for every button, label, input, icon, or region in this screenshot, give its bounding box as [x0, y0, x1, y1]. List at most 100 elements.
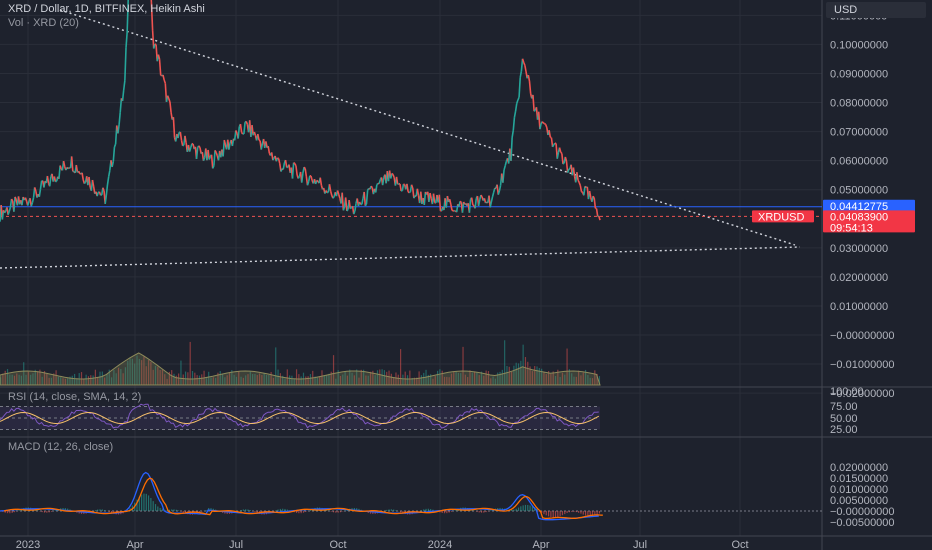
volume-bar [108, 369, 110, 385]
macd-histogram-bar [552, 511, 554, 518]
macd-histogram-bar [591, 511, 594, 517]
price-candle [48, 176, 52, 187]
volume-bar [332, 355, 335, 385]
volume-bar [272, 377, 275, 385]
macd-histogram-bar [171, 509, 173, 511]
macd-histogram-bar [441, 511, 443, 513]
price-candle [518, 77, 522, 98]
price-candle [295, 165, 298, 176]
price-candle [150, 2, 154, 31]
price-tick-label: 0.10000000 [830, 39, 888, 51]
price-candle [188, 147, 192, 152]
volume-bar [464, 374, 466, 385]
volume-bar [152, 369, 154, 385]
price-candle [477, 199, 481, 207]
price-candle [533, 109, 536, 112]
time-tick-label: Oct [731, 539, 748, 550]
macd-label[interactable]: MACD (12, 26, close) [8, 441, 114, 453]
macd-histogram-bar [455, 509, 457, 511]
macd-tick-label: −0.00000000 [830, 506, 895, 518]
volume-bar [258, 373, 261, 385]
price-candle [307, 175, 311, 182]
price-candle [510, 137, 513, 161]
macd-histogram-bar [578, 511, 580, 513]
volume-bar [145, 366, 147, 385]
volume-bar [210, 377, 212, 385]
macd-histogram-bar [568, 511, 570, 513]
price-tick-label: 0.02000000 [830, 272, 888, 284]
volume-bar [480, 371, 483, 385]
volume-bar [462, 346, 464, 385]
volume-bar [122, 373, 124, 385]
last-price-value: 0.04083900 [830, 211, 888, 223]
macd-histogram-bar [4, 511, 6, 513]
macd-signal-line [3, 477, 603, 520]
macd-tick-label: −0.00500000 [830, 517, 895, 529]
volume-bar [314, 376, 316, 385]
macd-histogram-bar [2, 511, 4, 512]
volume-bar [67, 378, 69, 385]
volume-bar [219, 371, 221, 385]
price-candle [112, 147, 116, 162]
volume-bar [36, 371, 39, 385]
macd-histogram-bar [476, 511, 478, 512]
price-candle [160, 74, 163, 77]
price-candle [118, 112, 122, 126]
price-candle [195, 147, 199, 160]
macd-histogram-bar [575, 511, 577, 513]
price-candle [213, 150, 216, 166]
price-candle [332, 196, 335, 199]
volume-bar [184, 371, 187, 385]
macd-histogram-bar [302, 511, 305, 513]
price-candle [527, 74, 531, 82]
price-tick-label: −0.02000000 [830, 388, 895, 400]
macd-histogram-bar [198, 511, 201, 513]
macd-histogram-bar [478, 511, 480, 513]
price-candle [240, 131, 244, 135]
price-candle [497, 190, 501, 195]
price-candle [448, 198, 452, 205]
macd-histogram-bar [571, 511, 573, 512]
volume-bar [221, 374, 224, 385]
price-candle [215, 152, 219, 157]
macd-histogram-bar [279, 508, 281, 511]
price-candle [24, 197, 28, 202]
rsi-label[interactable]: RSI (14, close, SMA, 14, 2) [8, 391, 142, 403]
macd-histogram-bar [18, 510, 20, 511]
price-candle [406, 183, 409, 192]
rsi-signal-line [0, 411, 600, 425]
volume-bar [393, 377, 395, 385]
volume-bar [293, 378, 295, 385]
volume-bar [337, 370, 339, 385]
volume-bar [395, 372, 397, 385]
price-candle [163, 79, 167, 84]
volume-bar [404, 371, 406, 385]
price-candle [88, 176, 91, 188]
volume-bar [2, 373, 4, 385]
volume-label[interactable]: Vol · XRD (20) [8, 17, 79, 29]
volume-bar [397, 374, 399, 385]
macd-histogram-bar [184, 511, 187, 514]
volume-bar [443, 376, 446, 385]
price-candle [291, 162, 295, 179]
macd-histogram-bar [450, 511, 453, 512]
volume-bar [316, 377, 318, 385]
volume-bar [198, 375, 201, 385]
price-candle [522, 62, 526, 66]
price-candle [588, 190, 592, 198]
symbol-title[interactable]: XRD / Dollar, 1D, BITFINEX, Heikin Ashi [8, 3, 205, 15]
volume-bar [57, 376, 60, 385]
volume-bar [87, 376, 90, 385]
volume-bar [587, 375, 589, 385]
volume-bar [9, 374, 11, 385]
time-tick-label: Apr [532, 539, 549, 550]
volume-bar [25, 374, 27, 385]
price-candle [237, 126, 241, 139]
volume-bar [247, 374, 249, 385]
currency-selector[interactable]: USD [826, 2, 926, 18]
price-candle [407, 191, 410, 194]
price-candle [154, 43, 157, 46]
price-candle [293, 161, 296, 165]
price-candle [366, 187, 370, 191]
